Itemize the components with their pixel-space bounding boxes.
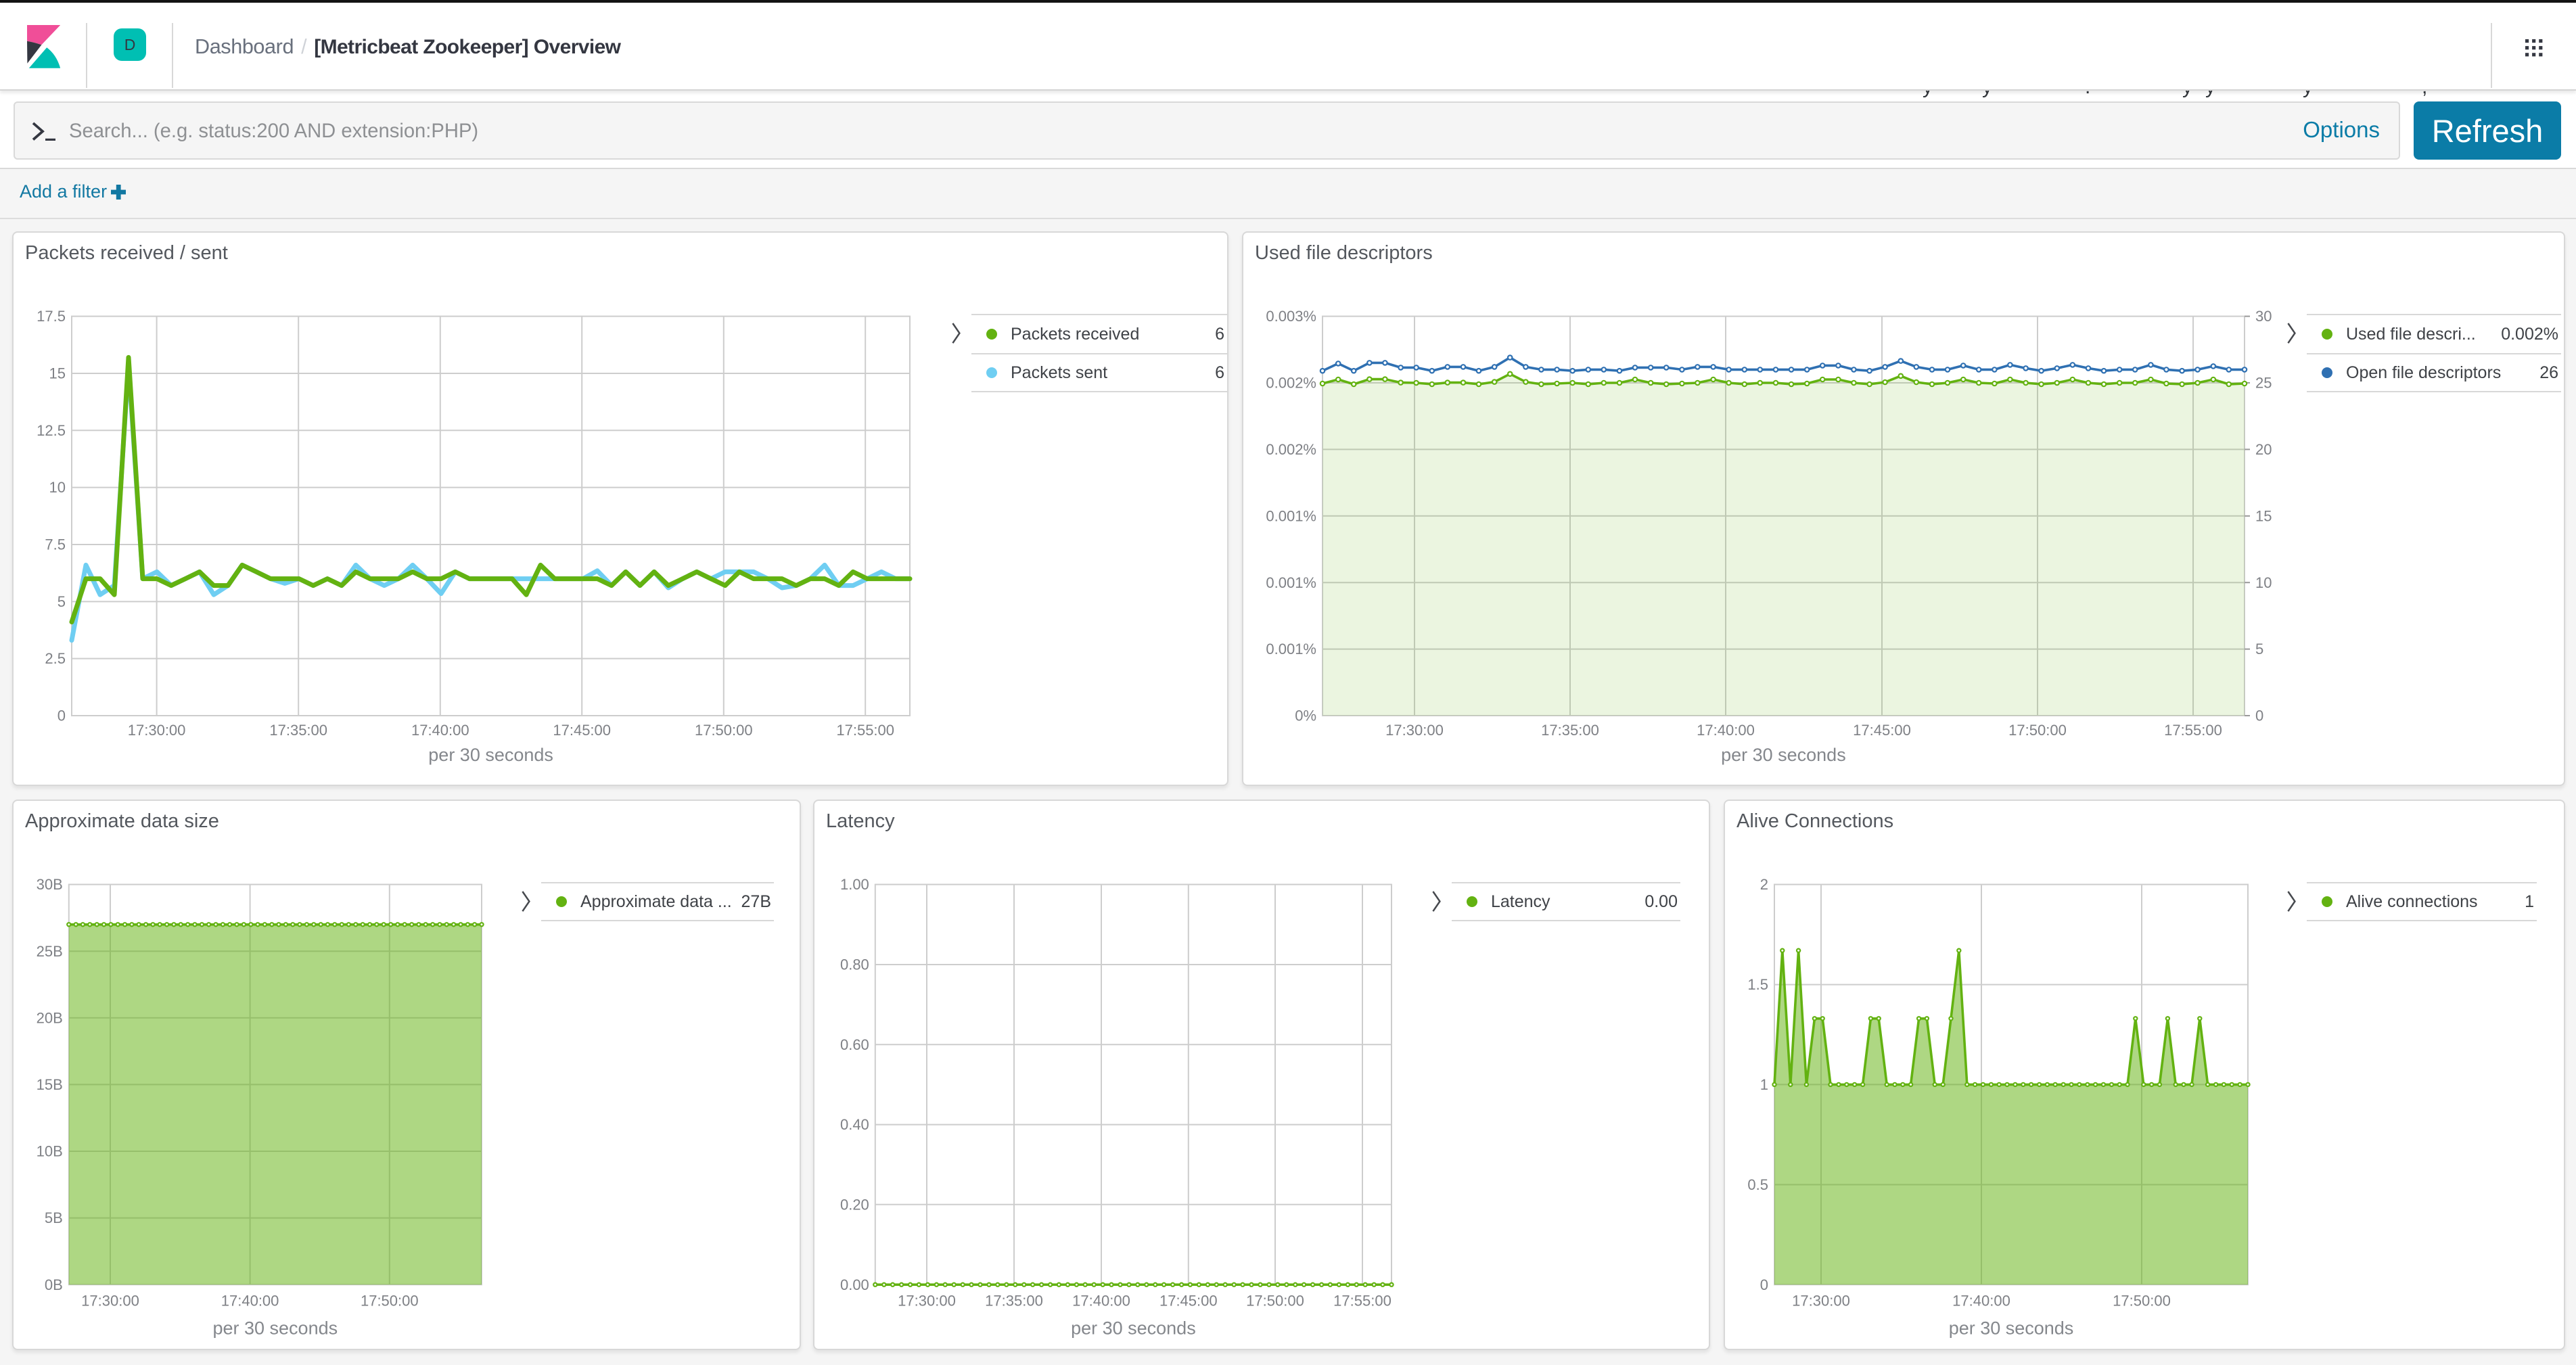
svg-text:17:50:00: 17:50:00 <box>361 1292 419 1309</box>
svg-text:0: 0 <box>58 708 66 724</box>
svg-text:17:35:00: 17:35:00 <box>269 722 327 739</box>
svg-text:17:35:00: 17:35:00 <box>985 1292 1043 1309</box>
svg-text:17:35:00: 17:35:00 <box>1541 722 1599 739</box>
svg-text:2: 2 <box>1760 876 1768 893</box>
svg-text:17:50:00: 17:50:00 <box>2113 1292 2171 1309</box>
svg-text:0.20: 0.20 <box>840 1196 869 1213</box>
svg-text:0: 0 <box>1760 1276 1768 1293</box>
svg-text:17:55:00: 17:55:00 <box>836 722 894 739</box>
svg-text:20: 20 <box>2255 441 2272 458</box>
svg-text:1.00: 1.00 <box>840 876 869 893</box>
svg-text:0.80: 0.80 <box>840 956 869 973</box>
svg-text:20B: 20B <box>37 1009 63 1026</box>
svg-text:17:30:00: 17:30:00 <box>1792 1292 1850 1309</box>
svg-text:25B: 25B <box>37 943 63 960</box>
svg-text:5: 5 <box>58 593 66 610</box>
svg-text:per 30 seconds: per 30 seconds <box>212 1318 338 1339</box>
svg-text:0.001%: 0.001% <box>1266 641 1316 657</box>
svg-text:17:40:00: 17:40:00 <box>1072 1292 1130 1309</box>
svg-text:12.5: 12.5 <box>37 422 66 439</box>
svg-text:17:55:00: 17:55:00 <box>1333 1292 1392 1309</box>
svg-text:30: 30 <box>2255 308 2272 325</box>
svg-text:17:40:00: 17:40:00 <box>411 722 469 739</box>
svg-text:17.5: 17.5 <box>37 308 66 325</box>
svg-text:17:50:00: 17:50:00 <box>1246 1292 1304 1309</box>
svg-text:1: 1 <box>1760 1076 1768 1093</box>
svg-text:17:50:00: 17:50:00 <box>2008 722 2067 739</box>
svg-text:per 30 seconds: per 30 seconds <box>1949 1318 2074 1339</box>
svg-text:25: 25 <box>2255 375 2272 392</box>
svg-text:0.001%: 0.001% <box>1266 574 1316 591</box>
svg-text:per 30 seconds: per 30 seconds <box>1071 1318 1196 1339</box>
svg-text:per 30 seconds: per 30 seconds <box>1721 745 1846 765</box>
svg-text:10: 10 <box>49 479 66 496</box>
svg-text:1.5: 1.5 <box>1747 976 1768 993</box>
svg-text:17:45:00: 17:45:00 <box>1159 1292 1218 1309</box>
svg-text:0.001%: 0.001% <box>1266 507 1316 524</box>
svg-text:17:55:00: 17:55:00 <box>2164 722 2222 739</box>
svg-text:0: 0 <box>2255 708 2263 724</box>
svg-text:10: 10 <box>2255 574 2272 591</box>
svg-text:17:30:00: 17:30:00 <box>128 722 186 739</box>
svg-text:15B: 15B <box>37 1076 63 1093</box>
svg-text:17:30:00: 17:30:00 <box>898 1292 956 1309</box>
svg-text:0.003%: 0.003% <box>1266 308 1316 325</box>
svg-text:0.40: 0.40 <box>840 1116 869 1133</box>
svg-text:17:45:00: 17:45:00 <box>553 722 611 739</box>
svg-text:15: 15 <box>49 365 66 382</box>
svg-text:17:40:00: 17:40:00 <box>221 1292 279 1309</box>
svg-text:0.00: 0.00 <box>840 1276 869 1293</box>
svg-text:5: 5 <box>2255 641 2263 657</box>
svg-text:10B: 10B <box>37 1143 63 1160</box>
svg-text:15: 15 <box>2255 507 2272 524</box>
svg-text:5B: 5B <box>45 1209 63 1226</box>
svg-text:0.5: 0.5 <box>1747 1176 1768 1193</box>
svg-text:0.002%: 0.002% <box>1266 441 1316 458</box>
svg-text:7.5: 7.5 <box>45 536 66 553</box>
svg-text:0B: 0B <box>45 1276 63 1293</box>
svg-text:2.5: 2.5 <box>45 650 66 667</box>
svg-text:17:40:00: 17:40:00 <box>1952 1292 2010 1309</box>
svg-text:17:30:00: 17:30:00 <box>1385 722 1444 739</box>
svg-text:0%: 0% <box>1295 708 1316 724</box>
svg-text:0.60: 0.60 <box>840 1036 869 1053</box>
svg-text:0.002%: 0.002% <box>1266 375 1316 392</box>
svg-text:per 30 seconds: per 30 seconds <box>428 745 553 765</box>
svg-text:17:45:00: 17:45:00 <box>1853 722 1911 739</box>
svg-text:30B: 30B <box>37 876 63 893</box>
svg-text:17:40:00: 17:40:00 <box>1697 722 1755 739</box>
svg-text:17:30:00: 17:30:00 <box>81 1292 139 1309</box>
svg-text:17:50:00: 17:50:00 <box>695 722 753 739</box>
